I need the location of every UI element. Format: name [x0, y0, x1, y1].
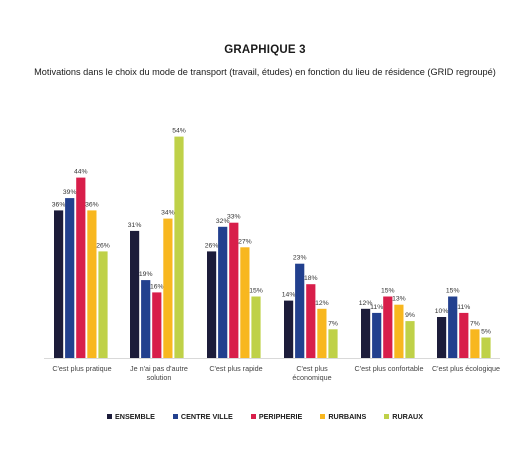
legend-swatch — [384, 414, 390, 419]
category-label: C'est plus rapide — [209, 364, 262, 373]
data-label: 36% — [52, 201, 66, 208]
data-label: 54% — [172, 128, 186, 135]
bar — [87, 210, 97, 358]
category-label: C'est plus écologique — [432, 364, 500, 373]
data-label: 23% — [293, 255, 307, 262]
data-label: 15% — [446, 288, 460, 295]
bar — [361, 308, 371, 358]
chart-title: GRAPHIQUE 3 — [224, 44, 306, 56]
bar — [251, 296, 261, 358]
bar — [448, 296, 458, 358]
legend-label: RURBAINS — [328, 412, 367, 421]
bar — [306, 284, 316, 358]
bar — [54, 210, 64, 358]
legend-item: ENSEMBLE — [106, 412, 155, 421]
data-label: 10% — [435, 308, 449, 315]
data-label: 5% — [481, 329, 491, 336]
bar — [240, 247, 250, 358]
legend-swatch — [320, 414, 326, 419]
data-label: 7% — [328, 320, 338, 327]
data-label: 34% — [161, 210, 175, 217]
data-label: 32% — [216, 218, 230, 225]
bar — [163, 218, 173, 358]
bar — [76, 177, 86, 358]
data-label: 19% — [139, 271, 153, 278]
bar — [207, 251, 217, 358]
bar — [218, 226, 228, 358]
legend-swatch — [106, 414, 112, 419]
data-label: 15% — [381, 288, 395, 295]
data-label: 31% — [128, 222, 142, 229]
bar — [152, 292, 162, 358]
bar — [98, 251, 108, 358]
legend-item: PERIPHERIE — [250, 412, 303, 421]
bar — [317, 308, 327, 358]
category-label: C'est plus confortable — [355, 364, 424, 373]
legend-label: PERIPHERIE — [258, 412, 303, 421]
category-label: C'est plus pratique — [52, 364, 111, 373]
chart-subtitle: Motivations dans le choix du mode de tra… — [34, 67, 496, 77]
data-label: 16% — [150, 283, 164, 290]
legend-item: RURAUX — [384, 412, 423, 421]
bar — [284, 300, 294, 358]
category-label: solution — [147, 373, 172, 382]
chart-legend: ENSEMBLE CENTRE VILLE PERIPHERIE RURBAINS RU… — [0, 412, 530, 421]
legend-swatch — [250, 414, 256, 419]
data-label: 7% — [470, 320, 480, 327]
data-label: 26% — [205, 242, 219, 249]
legend-item: CENTRE VILLE — [172, 412, 233, 421]
data-label: 12% — [315, 300, 329, 307]
bar — [372, 312, 382, 358]
bar — [437, 317, 447, 358]
data-label: 11% — [370, 304, 383, 311]
bar — [470, 329, 480, 358]
data-label: 9% — [405, 312, 415, 319]
bar — [65, 198, 75, 358]
data-label: 12% — [359, 300, 373, 307]
data-label: 36% — [85, 201, 99, 208]
data-label: 13% — [392, 296, 406, 303]
bar — [328, 329, 338, 358]
data-label: 15% — [249, 288, 263, 295]
bar — [383, 296, 393, 358]
data-label: 26% — [96, 242, 110, 249]
bar — [459, 312, 469, 358]
bar — [394, 304, 404, 358]
bar — [405, 321, 415, 358]
data-label: 14% — [282, 292, 296, 299]
category-label: économique — [292, 373, 331, 382]
legend-swatch — [172, 414, 178, 419]
bar — [481, 337, 491, 358]
bar — [130, 230, 140, 358]
legend-label: RURAUX — [392, 412, 424, 421]
legend-label: CENTRE VILLE — [180, 412, 233, 421]
bar — [174, 136, 184, 358]
legend-label: ENSEMBLE — [114, 412, 155, 421]
bar — [141, 280, 151, 358]
data-label: 39% — [63, 189, 77, 196]
data-label: 18% — [304, 275, 318, 282]
category-label: C'est plus — [296, 364, 328, 373]
data-label: 27% — [238, 238, 252, 245]
data-label: 33% — [227, 214, 241, 221]
legend-item: RURBAINS — [320, 412, 366, 421]
category-label: Je n'ai pas d'autre — [130, 364, 188, 373]
data-label: 44% — [74, 169, 88, 176]
bar — [295, 263, 305, 358]
bar — [229, 222, 239, 358]
data-label: 11% — [457, 304, 470, 311]
